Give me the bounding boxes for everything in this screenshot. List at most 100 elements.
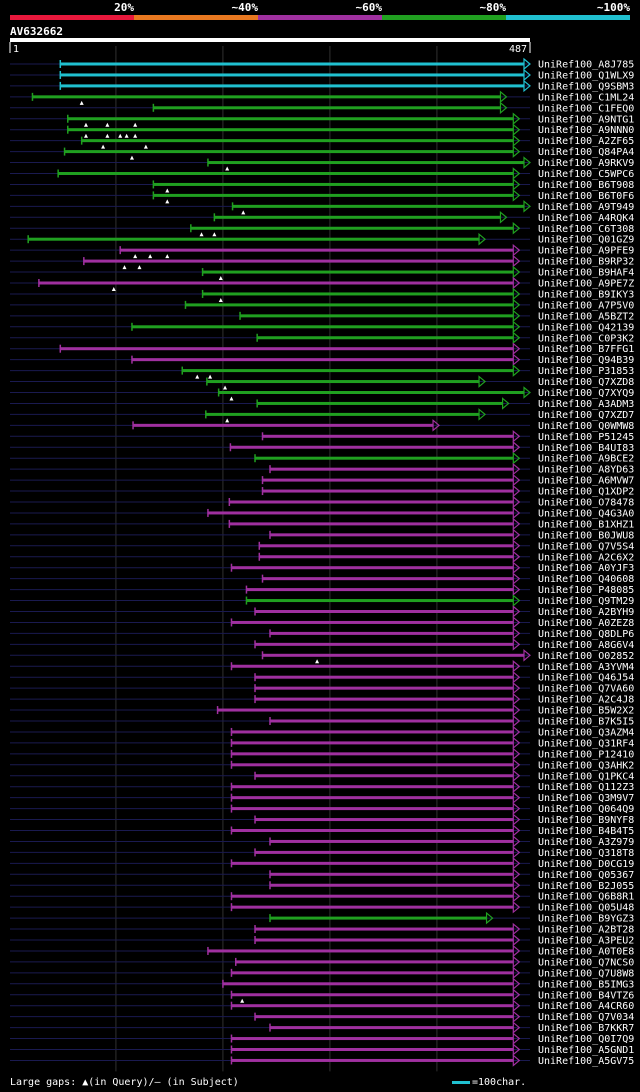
hit-row[interactable]: UniRef100_B7KKR7 [10, 1021, 634, 1035]
hit-label[interactable]: UniRef100_C5WPC6 [538, 169, 634, 180]
hit-label[interactable]: UniRef100_A3YVM4 [538, 662, 634, 673]
hit-row[interactable]: UniRef100_Q1XDP2 [10, 484, 634, 498]
hit-row[interactable]: UniRef100_Q0I7Q9 [10, 1032, 634, 1046]
hit-label[interactable]: UniRef100_B9NYF8 [538, 815, 634, 826]
hit-row[interactable]: UniRef100_A4CR60 [10, 999, 634, 1013]
hit-label[interactable]: UniRef100_B4B4T5 [538, 826, 634, 837]
hit-label[interactable]: UniRef100_Q7XYQ9 [538, 388, 634, 399]
hit-row[interactable]: UniRef100_C5WPC6 [10, 167, 634, 181]
hit-row[interactable]: UniRef100_Q3M9V7 [10, 791, 634, 805]
hit-label[interactable]: UniRef100_Q40608 [538, 574, 634, 585]
hit-row[interactable]: UniRef100_Q7V034 [10, 1010, 634, 1024]
hit-label[interactable]: UniRef100_B9RP32 [538, 257, 634, 268]
hit-row[interactable]: UniRef100_B0JWU8 [10, 528, 634, 542]
hit-label[interactable]: UniRef100_A2C4J8 [538, 695, 634, 706]
hit-label[interactable]: UniRef100_A0YJF3 [538, 563, 634, 574]
hit-row[interactable]: UniRef100_B9YGZ3 [10, 911, 634, 925]
hit-label[interactable]: UniRef100_Q3AHK2 [538, 760, 634, 771]
hit-row[interactable]: UniRef100_B9IKY3 [10, 287, 634, 302]
hit-row[interactable]: UniRef100_A3YVM4 [10, 659, 634, 673]
hit-row[interactable]: UniRef100_Q7U8W8 [10, 966, 634, 980]
hit-label[interactable]: UniRef100_O02852 [538, 651, 634, 662]
hit-label[interactable]: UniRef100_Q05U48 [538, 903, 634, 914]
hit-row[interactable]: UniRef100_A3PEU2 [10, 933, 634, 947]
hit-row[interactable]: UniRef100_O02852 [10, 649, 634, 664]
hit-row[interactable]: UniRef100_A3Z979 [10, 835, 634, 848]
hit-label[interactable]: UniRef100_B7KKR7 [538, 1023, 634, 1034]
hit-row[interactable]: UniRef100_A2BYH9 [10, 605, 634, 619]
hit-label[interactable]: UniRef100_A3ADM3 [538, 399, 634, 410]
hit-row[interactable]: UniRef100_Q1WLX9 [10, 68, 634, 82]
hit-row[interactable]: UniRef100_A3ADM3 [10, 397, 634, 410]
hit-row[interactable]: UniRef100_Q064Q9 [10, 802, 634, 816]
hit-row[interactable]: UniRef100_C6T308 [10, 221, 634, 237]
hit-row[interactable]: UniRef100_A2BT28 [10, 922, 634, 936]
hit-label[interactable]: UniRef100_B2J055 [538, 881, 634, 892]
hit-label[interactable]: UniRef100_B9YGZ3 [538, 914, 634, 925]
hit-label[interactable]: UniRef100_B4UI83 [538, 443, 634, 454]
hit-label[interactable]: UniRef100_Q8DLP6 [538, 629, 634, 640]
hit-row[interactable]: UniRef100_Q3AHK2 [10, 758, 634, 772]
hit-row[interactable]: UniRef100_D0CG19 [10, 857, 634, 870]
hit-row[interactable]: UniRef100_A4RQK4 [10, 211, 634, 224]
hit-label[interactable]: UniRef100_A0T0E8 [538, 946, 634, 957]
hit-row[interactable]: UniRef100_B4UI83 [10, 440, 634, 454]
hit-label[interactable]: UniRef100_Q9TM29 [538, 596, 634, 607]
hit-label[interactable]: UniRef100_B5W2X2 [538, 706, 634, 717]
hit-row[interactable]: UniRef100_A9RKV9 [10, 156, 634, 171]
hit-label[interactable]: UniRef100_B5IMG3 [538, 979, 634, 990]
hit-label[interactable]: UniRef100_Q3AZM4 [538, 727, 634, 738]
hit-label[interactable]: UniRef100_P12410 [538, 749, 634, 760]
hit-label[interactable]: UniRef100_Q318T8 [538, 848, 634, 859]
hit-label[interactable]: UniRef100_Q42139 [538, 322, 634, 333]
hit-label[interactable]: UniRef100_B6T0F6 [538, 191, 634, 202]
hit-label[interactable]: UniRef100_Q1XDP2 [538, 487, 634, 498]
hit-row[interactable]: UniRef100_Q7VA60 [10, 681, 634, 695]
hit-label[interactable]: UniRef100_P48085 [538, 585, 634, 596]
hit-row[interactable]: UniRef100_A2ZF65 [10, 134, 634, 149]
hit-label[interactable]: UniRef100_A4RQK4 [538, 213, 634, 224]
hit-row[interactable]: UniRef100_Q112Z3 [10, 780, 634, 794]
hit-row[interactable]: UniRef100_A8YD63 [10, 462, 634, 476]
hit-label[interactable]: UniRef100_A9T949 [538, 202, 634, 213]
hit-label[interactable]: UniRef100_C1ML24 [538, 92, 634, 103]
hit-label[interactable]: UniRef100_A9PFE9 [538, 246, 634, 257]
hit-label[interactable]: UniRef100_Q4G3A0 [538, 508, 634, 519]
hit-label[interactable]: UniRef100_A2ZF65 [538, 136, 634, 147]
hit-label[interactable]: UniRef100_A5GND1 [538, 1045, 634, 1056]
hit-row[interactable]: UniRef100_A2C6X2 [10, 550, 634, 564]
hit-label[interactable]: UniRef100_Q1WLX9 [538, 70, 634, 81]
hit-label[interactable]: UniRef100_Q7V5S4 [538, 541, 634, 552]
hit-label[interactable]: UniRef100_C1FEQ0 [538, 103, 634, 114]
hit-label[interactable]: UniRef100_Q7U8W8 [538, 968, 634, 979]
hit-label[interactable]: UniRef100_P31853 [538, 366, 634, 377]
hit-row[interactable]: UniRef100_Q1PKC4 [10, 769, 634, 783]
hit-row[interactable]: UniRef100_Q6B8R1 [10, 889, 634, 903]
hit-row[interactable]: UniRef100_B6T908 [10, 178, 634, 193]
hit-row[interactable]: UniRef100_Q4G3A0 [10, 506, 634, 520]
hit-row[interactable]: UniRef100_A2C4J8 [10, 692, 634, 706]
hit-label[interactable]: UniRef100_A8YD63 [538, 465, 634, 476]
hit-row[interactable]: UniRef100_Q94B39 [10, 353, 634, 367]
hit-row[interactable]: UniRef100_A0ZEZ8 [10, 616, 634, 629]
hit-label[interactable]: UniRef100_Q46J54 [538, 673, 634, 684]
hit-label[interactable]: UniRef100_A8J785 [538, 60, 634, 71]
hit-row[interactable]: UniRef100_B5IMG3 [10, 977, 634, 991]
hit-label[interactable]: UniRef100_A8G6V4 [538, 640, 634, 651]
hit-row[interactable]: UniRef100_C1FEQ0 [10, 101, 634, 115]
hit-row[interactable]: UniRef100_B1XHZ1 [10, 517, 634, 531]
hit-row[interactable]: UniRef100_Q31RF4 [10, 736, 634, 750]
hit-label[interactable]: UniRef100_D0CG19 [538, 859, 634, 870]
hit-row[interactable]: UniRef100_Q8DLP6 [10, 627, 634, 640]
hit-label[interactable]: UniRef100_Q3M9V7 [538, 793, 634, 804]
hit-row[interactable]: UniRef100_B9RP32 [10, 254, 634, 270]
hit-label[interactable]: UniRef100_Q7NCS0 [538, 957, 634, 968]
hit-row[interactable]: UniRef100_Q84PA4 [10, 145, 634, 160]
hit-label[interactable]: UniRef100_B9HAF4 [538, 268, 634, 279]
hit-row[interactable]: UniRef100_P51245 [10, 430, 634, 443]
hit-row[interactable]: UniRef100_Q7XZD7 [10, 408, 634, 423]
hit-row[interactable]: UniRef100_A9PE7Z [10, 276, 634, 291]
hit-label[interactable]: UniRef100_Q01GZ9 [538, 235, 634, 246]
hit-row[interactable]: UniRef100_A5GV75 [10, 1054, 634, 1067]
hit-row[interactable]: UniRef100_Q7V5S4 [10, 539, 634, 553]
